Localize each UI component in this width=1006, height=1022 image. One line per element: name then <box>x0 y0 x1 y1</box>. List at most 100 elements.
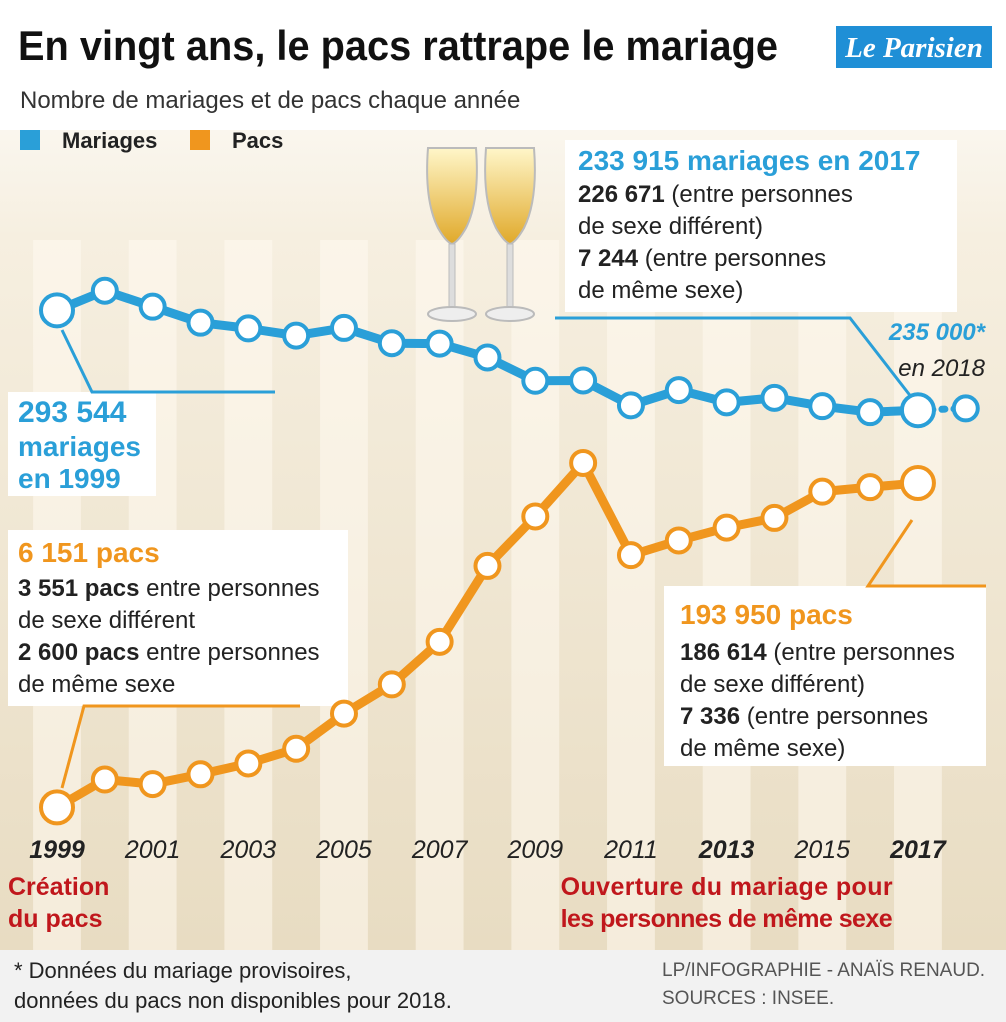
marker <box>899 464 936 501</box>
callout-text: 3 551 pacs <box>18 575 139 602</box>
x-tick-label: 2007 <box>411 836 469 864</box>
marker <box>616 541 645 570</box>
marker <box>90 276 119 305</box>
marker <box>856 398 885 427</box>
footnote: * Données du mariage provisoires, <box>14 958 352 983</box>
callout-line: en 1999 <box>18 463 121 494</box>
marker <box>282 321 311 350</box>
callout-line: de même sexe) <box>578 277 743 304</box>
marker <box>39 789 75 826</box>
stripe <box>511 240 560 950</box>
marker <box>521 366 550 395</box>
marker <box>234 314 263 343</box>
callout-text: entre personnes <box>139 639 319 666</box>
marker <box>138 292 167 321</box>
callout-text: en 1999 <box>18 463 121 494</box>
marker <box>282 734 311 763</box>
callout-text: (entre personnes <box>740 703 928 730</box>
marker <box>951 394 980 423</box>
stripe <box>607 240 655 950</box>
callout-text: de même sexe) <box>680 735 845 762</box>
plot <box>39 276 980 826</box>
marker <box>473 343 502 372</box>
callout-text: 7 244 <box>578 245 639 272</box>
x-tick-label: 2015 <box>793 836 850 864</box>
value-label: 235 000* <box>888 319 987 346</box>
callout-pointer <box>60 329 275 394</box>
callout-text: (entre personnes <box>767 639 955 666</box>
x-tick-label: 2013 <box>698 836 755 864</box>
callout-text: 186 614 <box>680 639 767 666</box>
value-label: 193 950 pacs <box>680 599 853 630</box>
event-label: Création <box>8 873 109 901</box>
x-tick-label: 2017 <box>889 836 947 864</box>
marker <box>425 329 454 358</box>
callout-text: mariages <box>18 431 141 462</box>
callout-line: mariages <box>18 431 141 462</box>
marker <box>39 292 75 329</box>
callout-line: de sexe différent) <box>578 213 763 240</box>
marker <box>760 383 789 412</box>
callout-text: de sexe différent) <box>578 213 763 240</box>
marker <box>377 670 406 699</box>
x-tick-label: 2005 <box>315 836 372 864</box>
x-tick-label: 2001 <box>124 836 181 864</box>
x-tick-label: 2003 <box>220 836 277 864</box>
marker <box>521 502 550 531</box>
callout-text: en 2018 <box>898 355 985 382</box>
callout-text: 2 600 pacs <box>18 639 139 666</box>
marker <box>473 551 502 580</box>
legend-label: Mariages <box>62 128 157 153</box>
logo-box <box>836 26 992 68</box>
footer-band <box>0 950 1006 1022</box>
footnote: données du pacs non disponibles pour 201… <box>14 988 452 1013</box>
callout-line: de sexe différent <box>18 607 195 634</box>
marker <box>329 699 358 728</box>
event-label: du pacs <box>8 905 102 933</box>
legend-swatch <box>20 130 40 150</box>
callout-text: de sexe différent <box>18 607 195 634</box>
marker <box>569 366 598 395</box>
subtitle: Nombre de mariages et de pacs chaque ann… <box>20 87 520 114</box>
marker <box>138 770 167 799</box>
callout-pointer <box>865 519 986 588</box>
marker <box>899 392 936 429</box>
marker <box>186 308 215 337</box>
callout-pointer <box>555 316 914 399</box>
credit: SOURCES : INSEE. <box>662 988 834 1009</box>
marker <box>425 627 454 656</box>
callout-text: (entre personnes <box>638 245 826 272</box>
marker <box>664 526 693 555</box>
callout-line: 7 336 (entre personnes <box>680 703 928 730</box>
callout-line: 2 600 pacs entre personnes <box>18 639 320 666</box>
credit: LP/INFOGRAPHIE - ANAÏS RENAUD. <box>662 960 985 981</box>
chart-title: En vingt ans, le pacs rattrape le mariag… <box>18 22 778 69</box>
marker <box>329 313 358 342</box>
logo: Le Parisien <box>844 32 983 64</box>
callout-line: 7 244 (entre personnes <box>578 245 826 272</box>
marker <box>90 765 119 794</box>
event-label: Ouverture du mariage pour <box>561 873 893 901</box>
callout-text: 7 336 <box>680 703 740 730</box>
callout-line: 226 671 (entre personnes <box>578 181 853 208</box>
marker <box>234 749 263 778</box>
x-tick-label: 2011 <box>603 836 658 864</box>
legend-swatch <box>190 130 210 150</box>
callout-line: de même sexe <box>18 671 175 698</box>
marker <box>712 388 741 417</box>
callout-text: 226 671 <box>578 181 665 208</box>
marker <box>186 760 215 789</box>
callout-box <box>8 530 348 706</box>
stripe <box>415 240 464 950</box>
callout-text: entre personnes <box>139 575 319 602</box>
legend-label: Pacs <box>232 128 283 153</box>
marker <box>712 513 741 542</box>
value-label: 293 544 <box>18 396 127 429</box>
marker <box>856 473 885 502</box>
marker <box>808 392 837 421</box>
x-tick-label: 2009 <box>506 836 563 864</box>
callout-text: de même sexe) <box>578 277 743 304</box>
callout-box <box>565 140 957 312</box>
callout-text: (entre personnes <box>665 181 853 208</box>
callout-line: en 2018 <box>898 355 985 382</box>
